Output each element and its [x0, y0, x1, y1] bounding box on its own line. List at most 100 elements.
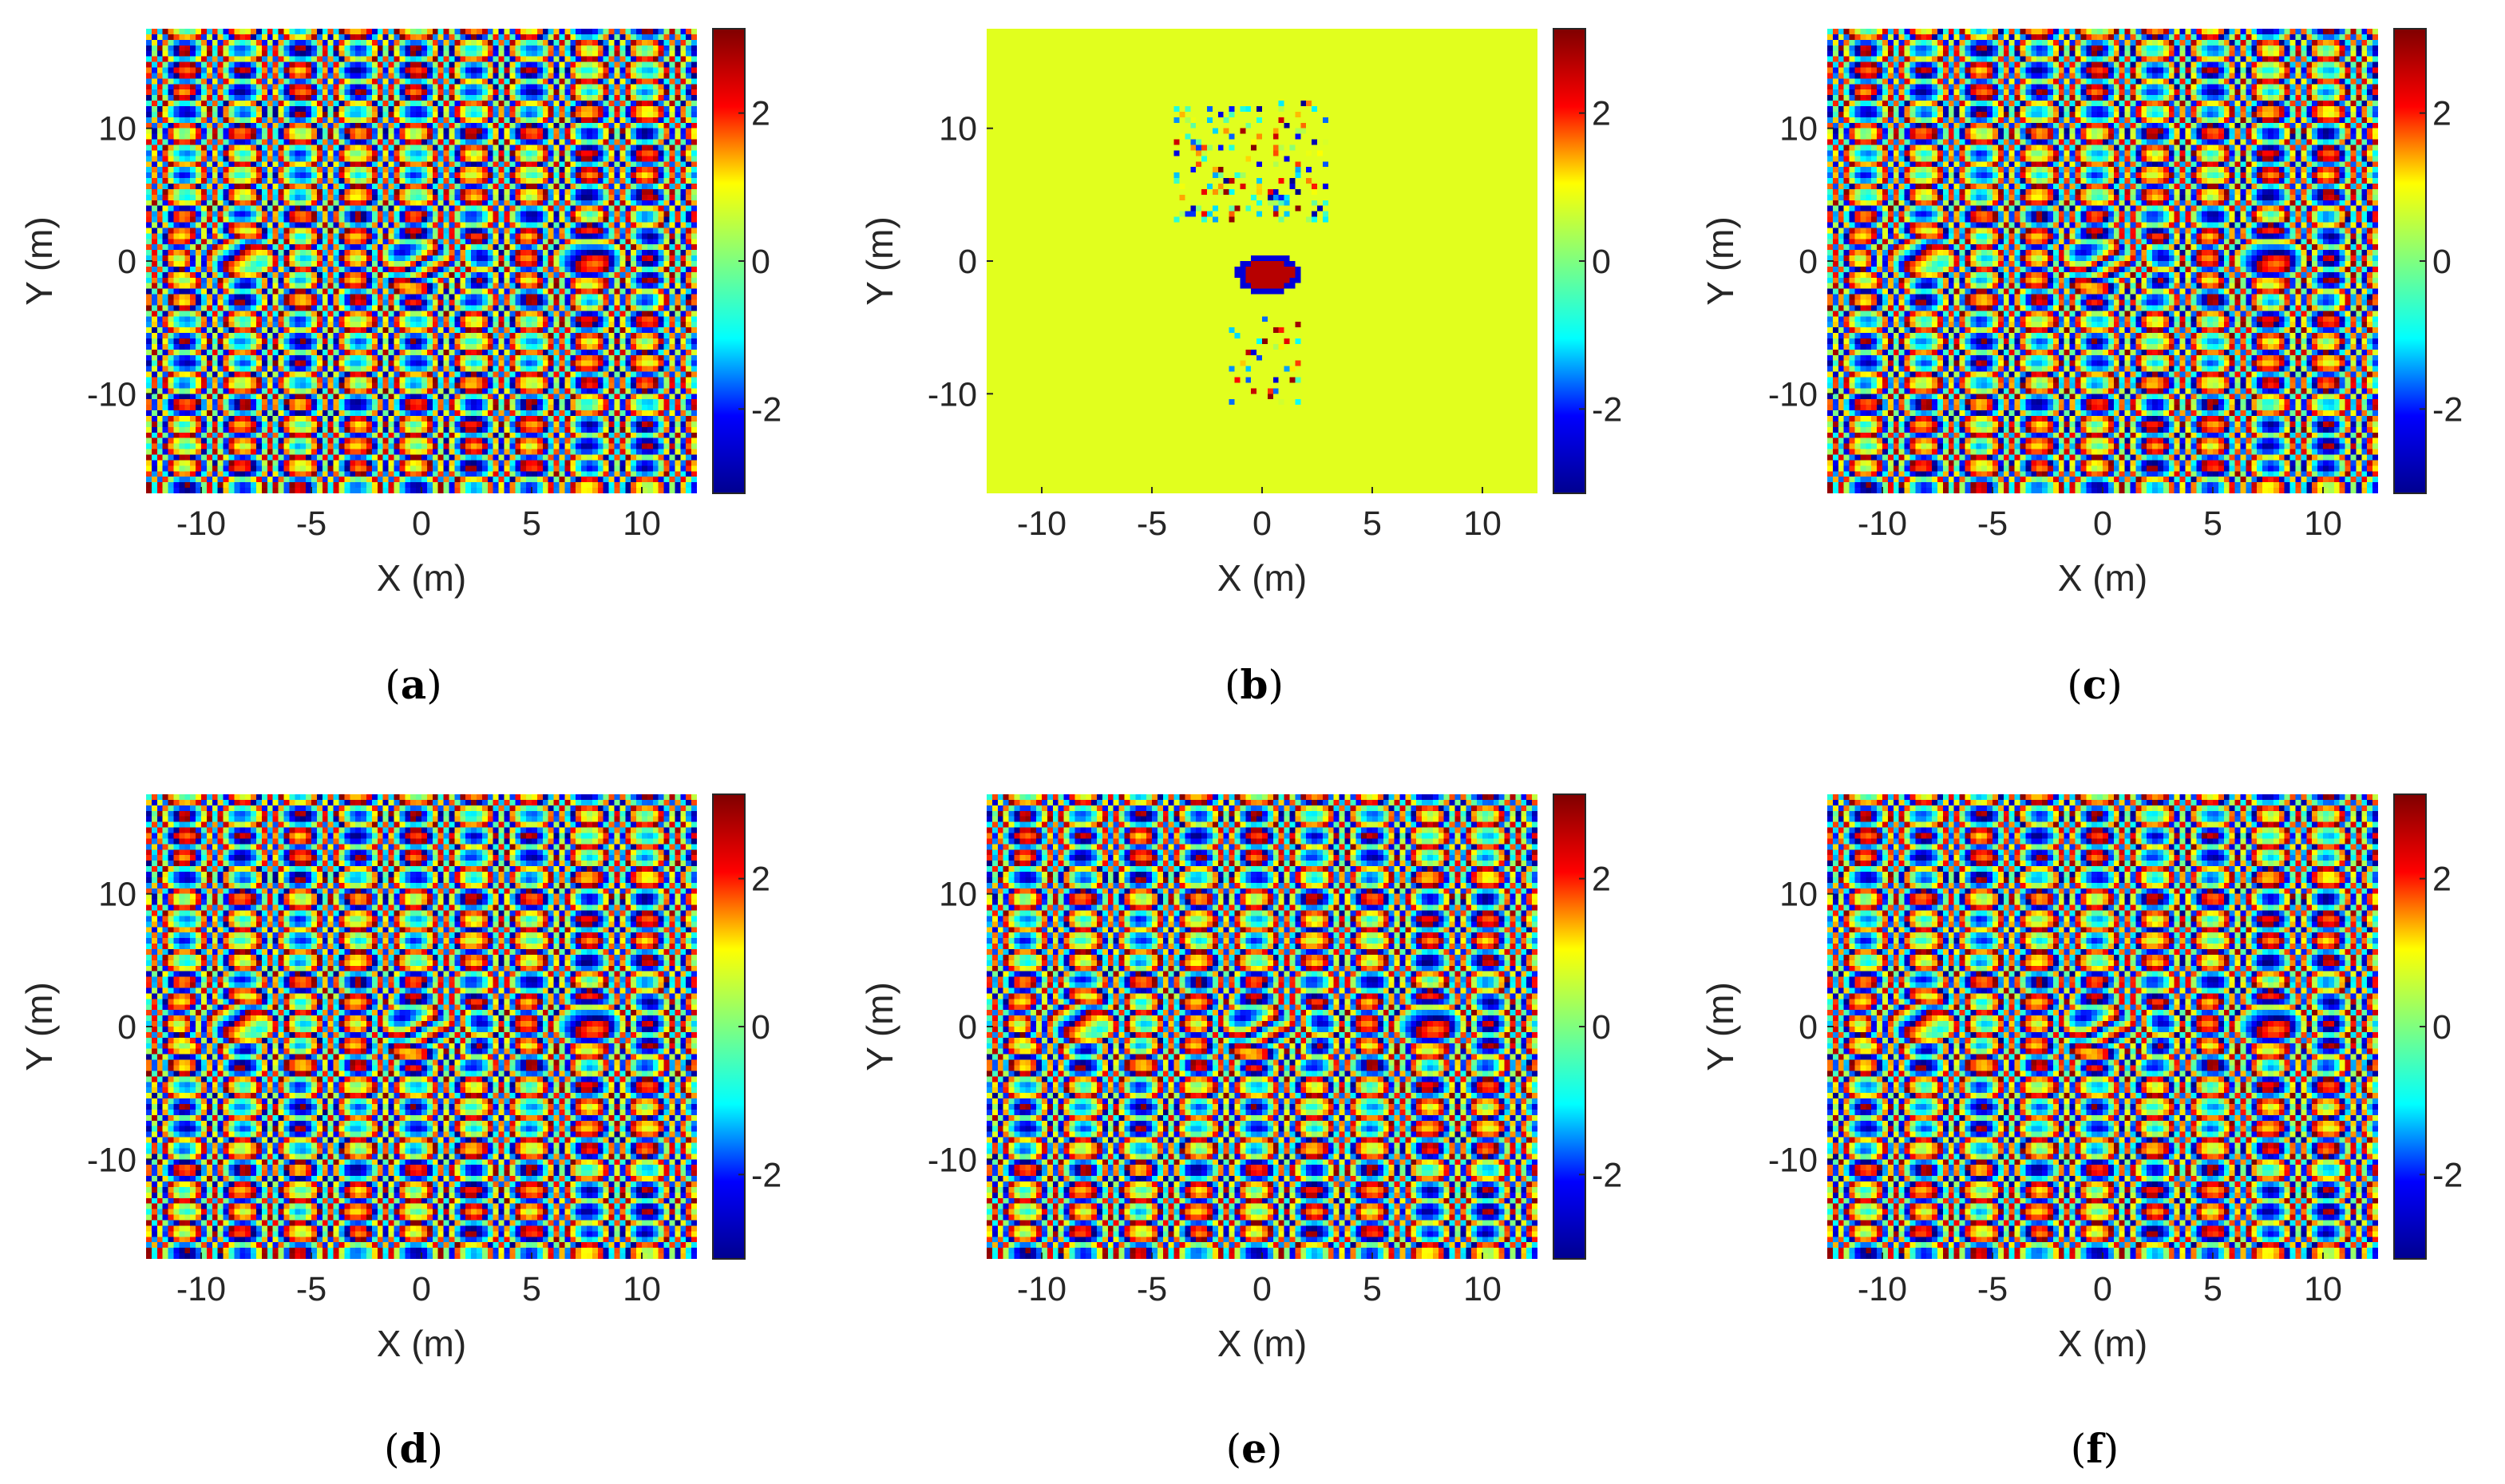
- colorbar-tick-label: -2: [751, 390, 782, 429]
- panel-d: -10 -5 0 5 10 -10 0 10 X (m) Y (m) -2 0 2 (d): [18, 793, 782, 1472]
- y-tick-label: 10: [98, 110, 137, 148]
- x-tick-label: -5: [296, 1270, 326, 1308]
- colorbar-tick-label: -2: [1592, 1156, 1622, 1194]
- x-tick-label: 5: [1363, 1270, 1382, 1308]
- x-tick-label: -5: [296, 505, 326, 543]
- colorbar-tick-label: 0: [2432, 1008, 2452, 1047]
- y-tick-label: 10: [1779, 110, 1818, 148]
- panel-b: -10 -5 0 5 10 -10 0 10 X (m) Y (m) -2 0 2 (b): [859, 28, 1622, 708]
- caption-letter: e: [1241, 1425, 1267, 1472]
- colorbar-tick-label: -2: [1592, 390, 1622, 429]
- y-tick-label: 0: [117, 1008, 137, 1047]
- panel-caption: (f): [2071, 1425, 2119, 1472]
- y-tick-label: 0: [117, 243, 137, 281]
- y-tick-label: -10: [87, 1141, 137, 1179]
- x-tick-label: 0: [2093, 1270, 2112, 1308]
- y-tick-label: -10: [1768, 375, 1818, 414]
- heatmap-f: [1827, 794, 2378, 1259]
- colorbar-tick-label: 0: [751, 243, 770, 281]
- x-tick-label: -10: [176, 1270, 226, 1308]
- x-tick-label: 0: [1252, 505, 1272, 543]
- caption-letter: b: [1241, 661, 1268, 708]
- x-tick-label: 5: [2203, 505, 2222, 543]
- heatmap-a: [146, 29, 697, 493]
- heatmap-e: [987, 794, 1537, 1259]
- panel-caption: (c): [2067, 661, 2122, 708]
- caption-letter: a: [401, 661, 426, 708]
- x-tick-label: 10: [623, 1270, 661, 1308]
- y-tick-label: 0: [1799, 243, 1818, 281]
- y-tick-label: 10: [1779, 876, 1818, 914]
- y-tick-label: -10: [928, 375, 977, 414]
- x-tick-label: 0: [412, 505, 431, 543]
- y-tick-label: 0: [958, 1008, 977, 1047]
- x-tick-label: 10: [1463, 505, 1502, 543]
- y-tick-label: -10: [87, 375, 137, 414]
- colorbar-tick-label: 2: [751, 95, 770, 133]
- panel-caption: (e): [1226, 1425, 1283, 1472]
- x-tick-label: 5: [522, 505, 541, 543]
- colorbar-tick-label: 2: [1592, 861, 1611, 899]
- x-tick-label: 10: [623, 505, 661, 543]
- y-tick-label: 10: [98, 876, 137, 914]
- y-axis-label: Y (m): [1700, 982, 1741, 1071]
- x-axis-label: X (m): [1217, 557, 1307, 599]
- colorbar-tick-label: 2: [2432, 861, 2452, 899]
- y-axis-label: Y (m): [1700, 216, 1741, 306]
- y-axis-label: Y (m): [18, 216, 60, 306]
- panel-f: -10 -5 0 5 10 -10 0 10 X (m) Y (m) -2 0 2 (f): [1700, 793, 2463, 1472]
- panel-caption: (d): [384, 1425, 443, 1472]
- colorbar-tick-label: 0: [1592, 243, 1611, 281]
- y-tick-label: -10: [928, 1141, 977, 1179]
- x-axis-label: X (m): [2058, 1323, 2147, 1364]
- x-axis-label: X (m): [2058, 557, 2147, 599]
- x-tick-label: -5: [1137, 1270, 1167, 1308]
- y-axis-label: Y (m): [18, 982, 60, 1071]
- x-tick-label: -10: [176, 505, 226, 543]
- x-tick-label: -5: [1977, 1270, 2008, 1308]
- y-tick-label: 10: [939, 876, 977, 914]
- x-tick-label: -10: [1858, 505, 1907, 543]
- caption-letter: d: [400, 1425, 428, 1472]
- panel-e: -10 -5 0 5 10 -10 0 10 X (m) Y (m) -2 0 2 (e): [859, 793, 1622, 1472]
- x-tick-label: -5: [1977, 505, 2008, 543]
- x-axis-label: X (m): [1217, 1323, 1307, 1364]
- colorbar-tick-label: 0: [2432, 243, 2452, 281]
- x-tick-label: -10: [1017, 1270, 1067, 1308]
- colorbar-tick-label: 2: [2432, 95, 2452, 133]
- panel-caption: (a): [385, 661, 441, 708]
- caption-letter: f: [2086, 1425, 2106, 1472]
- caption-letter: c: [2083, 661, 2107, 708]
- colorbar-tick-label: -2: [2432, 390, 2463, 429]
- y-tick-label: 10: [939, 110, 977, 148]
- x-tick-label: 10: [2304, 505, 2342, 543]
- y-tick-label: 0: [958, 243, 977, 281]
- x-axis-label: X (m): [377, 557, 466, 599]
- colorbar-tick-label: -2: [2432, 1156, 2463, 1194]
- x-tick-label: -10: [1017, 505, 1067, 543]
- heatmap-c: [1827, 29, 2378, 493]
- panel-c: -10 -5 0 5 10 -10 0 10 X (m) Y (m) -2 0 2 (c): [1700, 28, 2463, 708]
- colorbar-tick-label: 2: [1592, 95, 1611, 133]
- y-tick-label: 0: [1799, 1008, 1818, 1047]
- x-tick-label: 0: [412, 1270, 431, 1308]
- colorbar-tick-label: 0: [1592, 1008, 1611, 1047]
- x-tick-label: 5: [522, 1270, 541, 1308]
- x-tick-label: -10: [1858, 1270, 1907, 1308]
- y-axis-label: Y (m): [859, 216, 900, 306]
- x-tick-label: 5: [2203, 1270, 2222, 1308]
- heatmap-d: [146, 794, 697, 1259]
- x-tick-label: 5: [1363, 505, 1382, 543]
- x-tick-label: 10: [1463, 1270, 1502, 1308]
- colorbar-tick-label: 2: [751, 861, 770, 899]
- heatmap-b: [987, 29, 1537, 493]
- x-tick-label: 0: [2093, 505, 2112, 543]
- colorbar-tick-label: -2: [751, 1156, 782, 1194]
- colorbar-tick-label: 0: [751, 1008, 770, 1047]
- y-axis-label: Y (m): [859, 982, 900, 1071]
- x-tick-label: 10: [2304, 1270, 2342, 1308]
- panel-caption: (b): [1225, 661, 1284, 708]
- y-tick-label: -10: [1768, 1141, 1818, 1179]
- x-tick-label: -5: [1137, 505, 1167, 543]
